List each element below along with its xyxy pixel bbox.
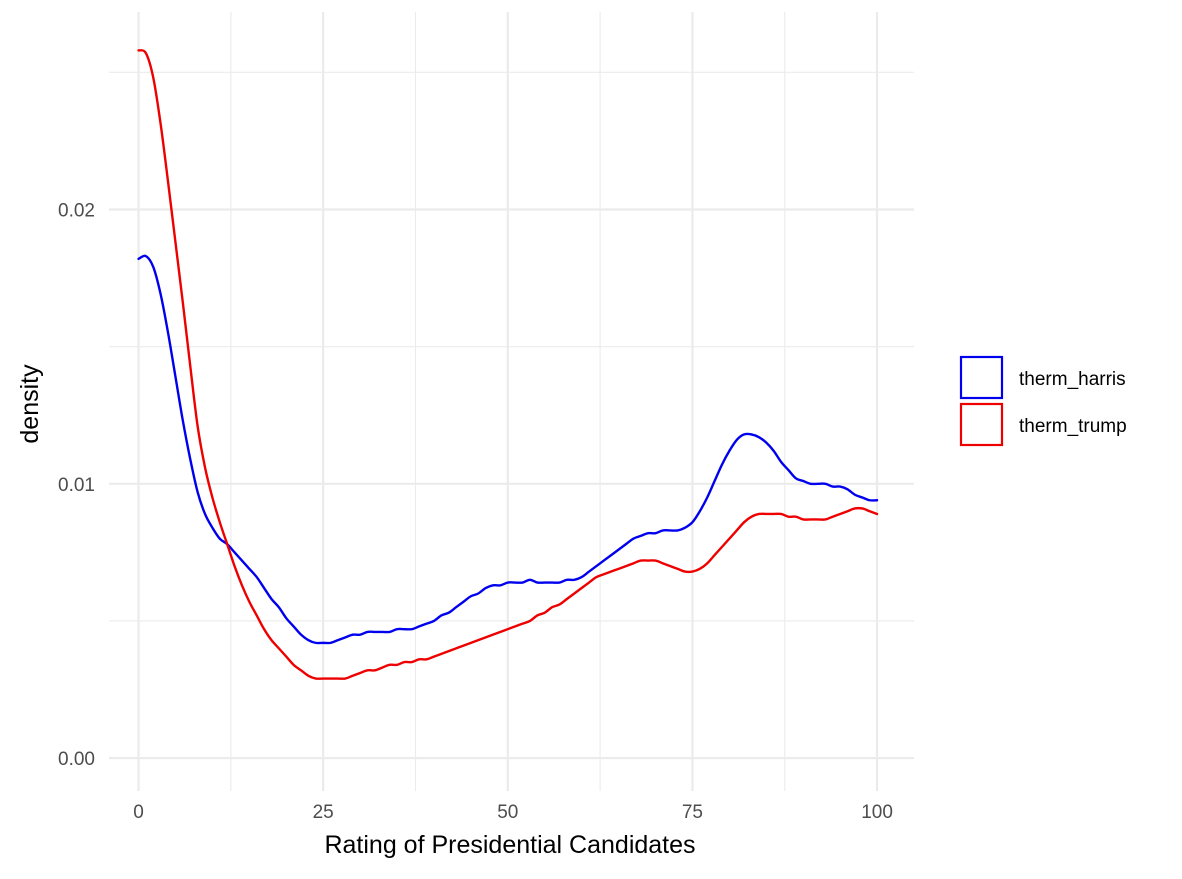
y-tick-label: 0.00 [58, 749, 95, 770]
x-tick-label: 0 [133, 802, 144, 823]
legend-label-therm-harris: therm_harris [1019, 369, 1126, 390]
x-tick-label: 50 [497, 802, 518, 823]
series-lines [137, 49, 879, 680]
y-tick-label: 0.02 [58, 200, 95, 221]
x-tick-label: 25 [313, 802, 334, 823]
x-tick-label: 100 [861, 802, 893, 823]
x-axis-title: Rating of Presidential Candidates [324, 831, 695, 859]
series-line-therm-harris [137, 254, 879, 645]
y-tick-label: 0.01 [58, 475, 95, 496]
y-axis-title: density [16, 364, 44, 444]
legend-key-therm-harris [959, 355, 1004, 400]
grid-lines [109, 12, 914, 791]
legend: therm_harris therm_trump [959, 355, 1127, 447]
legend-key-therm-trump [959, 402, 1004, 447]
series-line-therm-trump [137, 49, 879, 680]
legend-label-therm-trump: therm_trump [1019, 416, 1127, 437]
x-tick-label: 75 [682, 802, 703, 823]
axis-labels: Rating of Presidential Candidates densit… [16, 200, 893, 859]
